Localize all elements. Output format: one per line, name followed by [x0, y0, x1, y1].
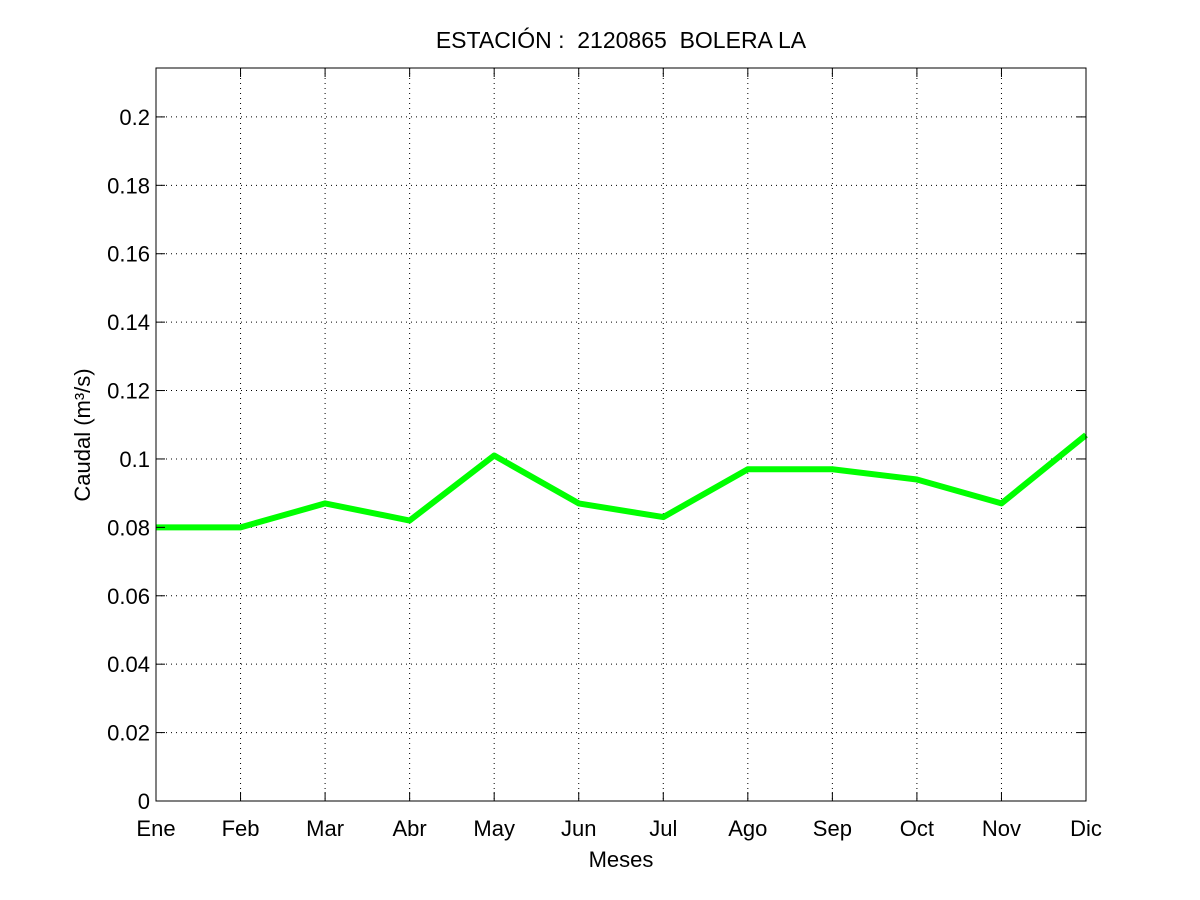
x-tick-label: Sep	[813, 816, 852, 841]
y-tick-label: 0.08	[107, 515, 150, 540]
y-tick-label: 0.02	[107, 721, 150, 746]
y-tick-labels: 0 0.02 0.04 0.06 0.08 0.1 0.12 0.14 0.16 0.18 0.2	[107, 105, 150, 814]
x-tick-label: Ago	[728, 816, 767, 841]
plot-area	[156, 68, 1086, 801]
x-tick-label: Nov	[982, 816, 1021, 841]
x-tick-label: Oct	[900, 816, 934, 841]
x-tick-label: Mar	[306, 816, 344, 841]
x-tick-label: May	[473, 816, 515, 841]
series-line-caudal	[156, 432, 1088, 531]
grid-lines	[156, 68, 1086, 801]
x-tick-labels: Ene Feb Mar Abr May Jun Jul Ago Sep Oct Nov Dic	[136, 816, 1101, 841]
x-tick-label: Jun	[561, 816, 596, 841]
axes-frame	[155, 67, 1087, 802]
x-axis-label: Meses	[589, 847, 654, 872]
tick-marks	[155, 68, 1087, 802]
x-tick-label: Jul	[649, 816, 677, 841]
y-tick-label: 0.2	[119, 105, 150, 130]
x-tick-label: Dic	[1070, 816, 1102, 841]
y-tick-label: 0.18	[107, 173, 150, 198]
y-tick-label: 0.14	[107, 310, 150, 335]
y-tick-label: 0.12	[107, 379, 150, 404]
x-tick-label: Abr	[393, 816, 427, 841]
y-axis-label: Caudal (m³/s)	[70, 368, 95, 501]
y-tick-label: 0.1	[119, 447, 150, 472]
y-tick-label: 0.06	[107, 584, 150, 609]
y-tick-label: 0	[138, 789, 150, 814]
series-layer	[156, 432, 1088, 531]
y-tick-label: 0.04	[107, 652, 150, 677]
chart-title: ESTACIÓN : 2120865 BOLERA LA	[436, 27, 807, 53]
y-tick-label: 0.16	[107, 242, 150, 267]
x-tick-label: Ene	[136, 816, 175, 841]
x-tick-label: Feb	[222, 816, 260, 841]
